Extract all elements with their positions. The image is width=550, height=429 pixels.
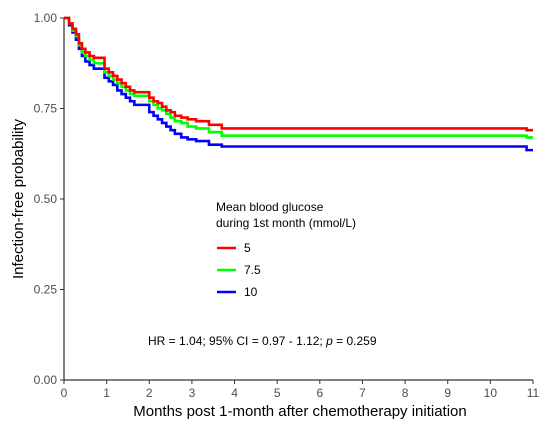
x-tick-label: 4 xyxy=(231,386,238,400)
legend-label: 5 xyxy=(244,241,251,255)
x-tick-label: 10 xyxy=(484,386,498,400)
x-tick-label: 7 xyxy=(359,386,366,400)
y-tick-label: 1.00 xyxy=(34,11,58,25)
x-tick-label: 8 xyxy=(402,386,409,400)
series-line-10 xyxy=(64,16,533,152)
legend-label: 7.5 xyxy=(244,263,261,277)
y-axis-title: Infection-free probability xyxy=(10,118,27,279)
series-line-5 xyxy=(64,16,533,132)
y-tick-label: 0.25 xyxy=(34,283,58,297)
y-tick-label: 0.00 xyxy=(34,373,58,387)
y-tick-label: 0.50 xyxy=(34,192,58,206)
legend-items: 5 7.5 10 xyxy=(217,241,261,299)
series-line-7-5 xyxy=(64,16,533,139)
x-tick-label: 5 xyxy=(274,386,281,400)
x-tick-label: 1 xyxy=(103,386,110,400)
legend-title-line1: Mean blood glucose xyxy=(216,200,324,214)
annotation-prefix: HR = 1.04; 95% CI = 0.97 - 1.12; xyxy=(148,334,326,348)
x-tick-label: 9 xyxy=(444,386,451,400)
axes xyxy=(63,18,533,381)
hazard-ratio-annotation: HR = 1.04; 95% CI = 0.97 - 1.12; p = 0.2… xyxy=(148,334,377,348)
legend: Mean blood glucose during 1st month (mmo… xyxy=(216,200,356,299)
annotation-p-symbol: p xyxy=(325,334,333,348)
x-tick-label: 3 xyxy=(189,386,196,400)
y-tick-label: 0.75 xyxy=(34,102,58,116)
x-ticks: 0 1 2 3 4 5 6 7 8 9 10 11 xyxy=(61,380,540,400)
series-lines xyxy=(64,16,533,152)
x-tick-label: 2 xyxy=(146,386,153,400)
legend-title-line2: during 1st month (mmol/L) xyxy=(216,216,356,230)
legend-label: 10 xyxy=(244,285,258,299)
x-tick-label: 11 xyxy=(527,386,540,400)
x-tick-label: 0 xyxy=(61,386,68,400)
x-tick-label: 6 xyxy=(316,386,323,400)
y-ticks: 0.00 0.25 0.50 0.75 1.00 xyxy=(34,11,64,387)
x-axis-title: Months post 1-month after chemotherapy i… xyxy=(133,403,467,420)
annotation-suffix: = 0.259 xyxy=(333,334,377,348)
